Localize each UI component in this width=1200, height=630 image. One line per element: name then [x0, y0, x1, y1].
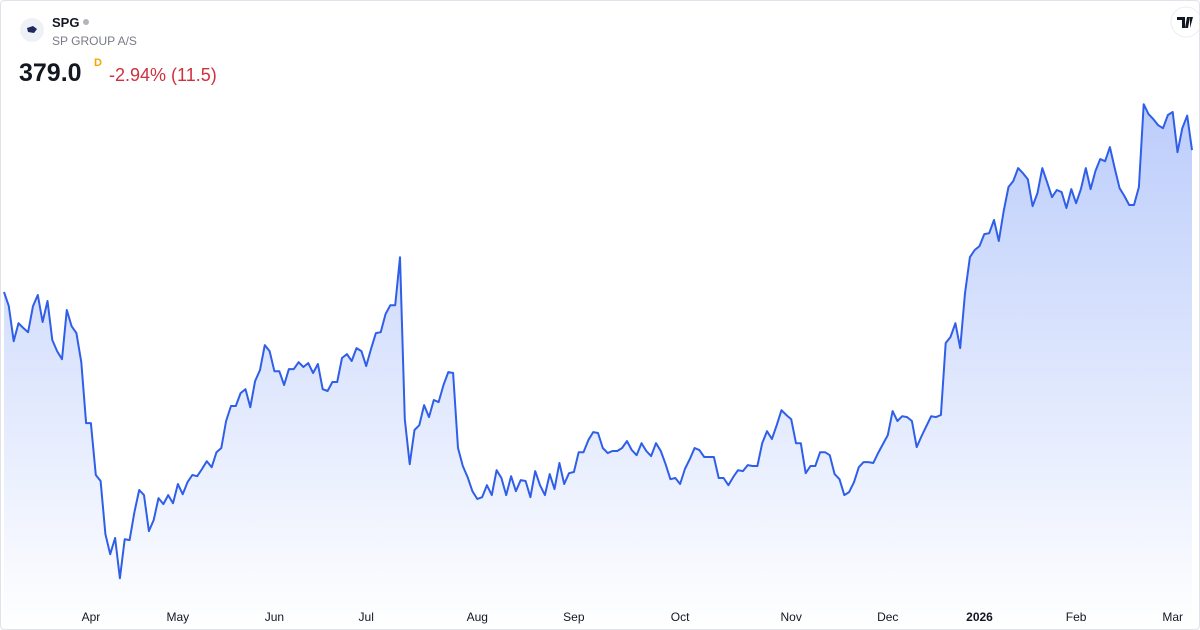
- x-tick-label: Jun: [265, 610, 284, 624]
- x-tick-label: May: [167, 610, 190, 624]
- x-tick-label: Mar: [1162, 610, 1183, 624]
- x-tick-label: 2026: [966, 610, 993, 624]
- x-tick-label: Sep: [563, 610, 585, 624]
- status-dot: [83, 19, 90, 25]
- change: -2.94% (11.5): [109, 65, 217, 85]
- symbol: SPG: [52, 15, 90, 30]
- x-tick-label: Aug: [467, 610, 488, 624]
- x-tick-label: Jul: [359, 610, 374, 624]
- price: 379.0: [19, 59, 82, 87]
- logo: [20, 18, 44, 42]
- x-tick-label: Nov: [780, 610, 801, 624]
- area: [4, 104, 1192, 629]
- x-tick-label: Dec: [877, 610, 898, 624]
- tv-logo[interactable]: [1170, 6, 1200, 38]
- price-line: [3, 103, 1193, 580]
- x-tick-label: Feb: [1066, 610, 1087, 624]
- symbol-text: SPG: [52, 15, 80, 30]
- interval: D: [94, 57, 102, 69]
- company-name: SP GROUP A/S: [52, 34, 137, 48]
- x-tick-label: Oct: [671, 610, 690, 624]
- x-tick-label: Apr: [82, 610, 101, 624]
